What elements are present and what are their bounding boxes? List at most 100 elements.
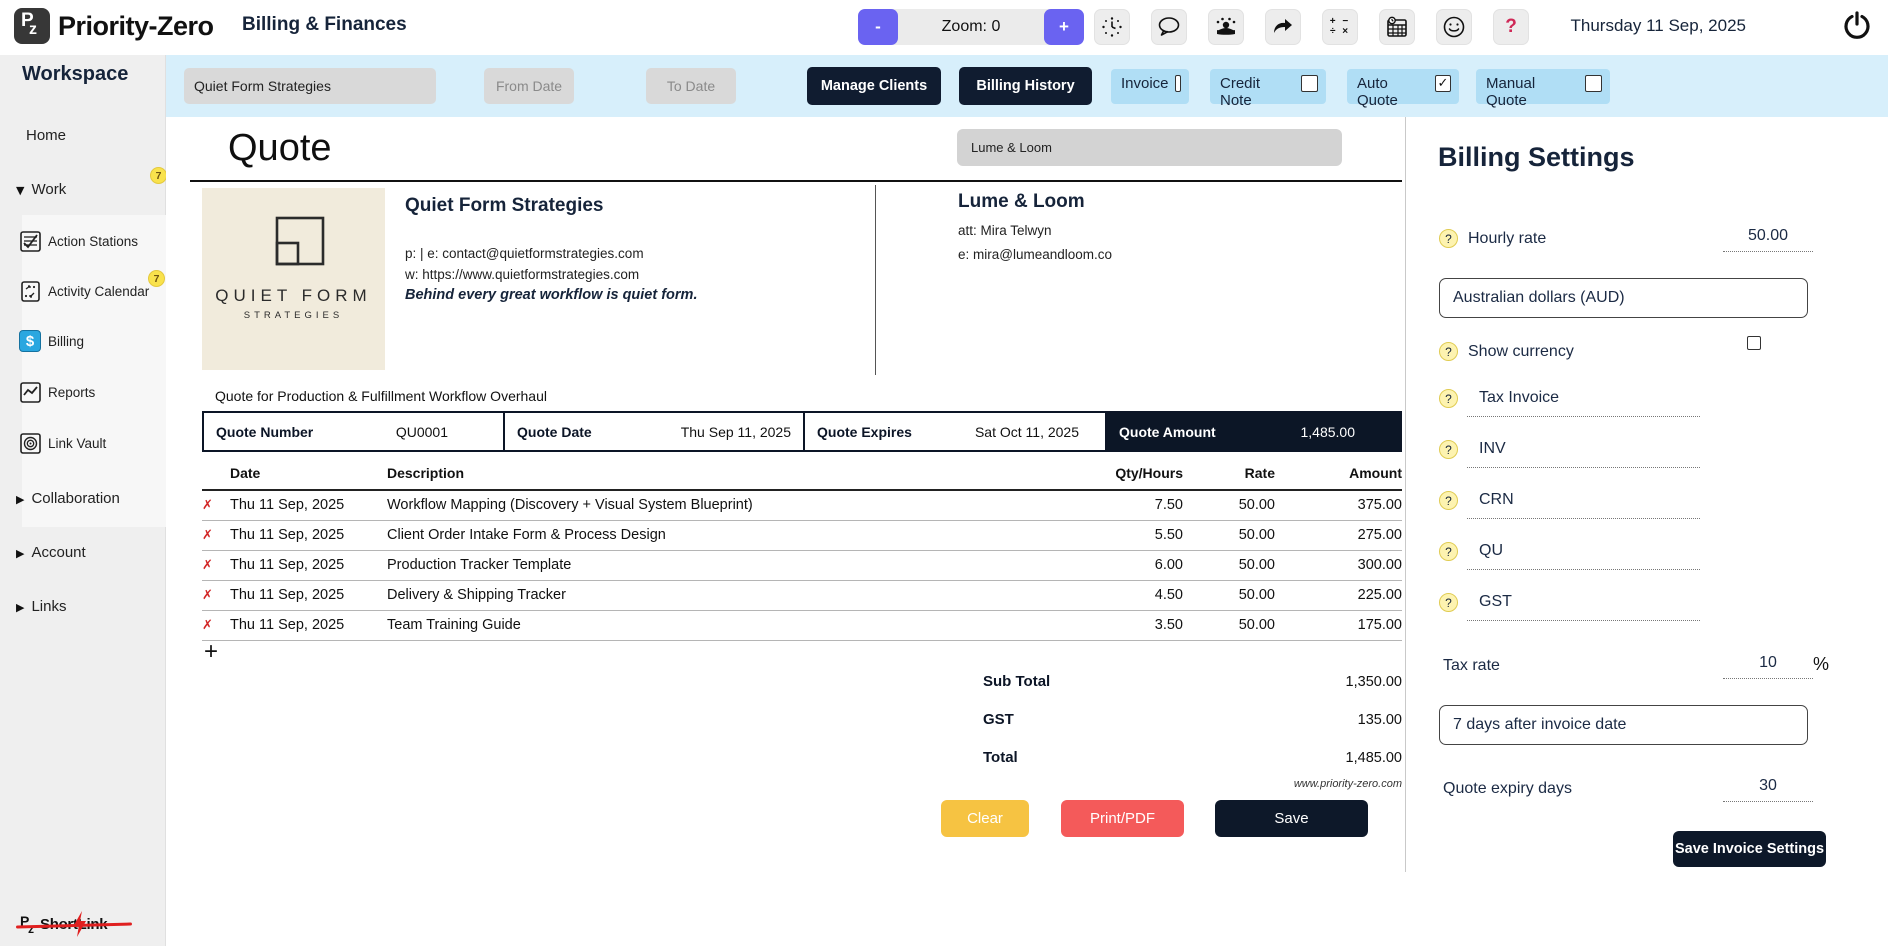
- juggler-icon: [1214, 16, 1238, 38]
- zoom-controls: - Zoom: 0 +: [858, 9, 1084, 45]
- hourly-rate-input[interactable]: 50.00: [1723, 227, 1813, 252]
- company-website: w: https://www.quietformstrategies.com: [405, 267, 640, 282]
- company-logo: QUIET FORM STRATEGIES: [202, 188, 385, 370]
- share-icon: [1271, 17, 1295, 37]
- help-icon: ?: [1505, 16, 1517, 37]
- save-invoice-settings-button[interactable]: Save Invoice Settings: [1673, 831, 1826, 867]
- gst-label-help-icon[interactable]: ?: [1439, 593, 1458, 612]
- delete-row-icon[interactable]: ✗: [202, 588, 213, 603]
- client-search-input[interactable]: [184, 68, 436, 104]
- subtotal-value: 1,350.00: [1345, 674, 1402, 690]
- credit-note-checkbox[interactable]: ✓: [1301, 75, 1318, 92]
- col-header-qty: Qty/Hours: [1075, 461, 1183, 491]
- due-terms-select[interactable]: 7 days after invoice date: [1439, 705, 1808, 745]
- row-qty: 5.50: [1075, 520, 1183, 551]
- manage-clients-button[interactable]: Manage Clients: [807, 67, 941, 105]
- tax-rate-label: Tax rate: [1443, 657, 1500, 674]
- row-date: Thu 11 Sep, 2025: [230, 580, 387, 611]
- col-header-rate: Rate: [1183, 461, 1275, 491]
- calendar-button[interactable]: [1379, 9, 1415, 45]
- client-select[interactable]: Lume & Loom: [957, 129, 1342, 166]
- add-line-item-button[interactable]: +: [204, 638, 219, 665]
- share-button[interactable]: [1265, 9, 1301, 45]
- tax-rate-input[interactable]: 10: [1723, 654, 1813, 679]
- zoom-in-button[interactable]: +: [1044, 9, 1084, 45]
- hourly-rate-label: Hourly rate: [1468, 230, 1547, 247]
- delete-row-icon[interactable]: ✗: [202, 618, 213, 633]
- col-header-amount: Amount: [1275, 461, 1402, 491]
- manual-quote-checkbox[interactable]: ✓: [1585, 75, 1602, 92]
- hourly-rate-help-icon[interactable]: ?: [1439, 229, 1458, 248]
- inv-prefix-input[interactable]: INV: [1467, 440, 1700, 468]
- power-icon: [1842, 10, 1872, 44]
- sidebar-section-collaboration[interactable]: ▶ Collaboration: [16, 490, 120, 507]
- calculator-button[interactable]: + − ÷ ×: [1322, 9, 1358, 45]
- row-date: Thu 11 Sep, 2025: [230, 550, 387, 581]
- row-qty: 3.50: [1075, 610, 1183, 641]
- print-pdf-button[interactable]: Print/PDF: [1061, 800, 1184, 837]
- clear-button[interactable]: Clear: [941, 800, 1029, 837]
- sidebar-section-links[interactable]: ▶ Links: [16, 598, 67, 615]
- chat-button[interactable]: [1151, 9, 1187, 45]
- sidebar-item-billing[interactable]: $ Billing: [0, 321, 166, 361]
- sidebar-item-link-vault[interactable]: Link Vault: [0, 423, 166, 463]
- show-currency-help-icon[interactable]: ?: [1439, 342, 1458, 361]
- delete-row-icon[interactable]: ✗: [202, 558, 213, 573]
- power-button[interactable]: [1840, 10, 1874, 44]
- nested-squares-icon: [275, 216, 324, 266]
- page-title: Billing & Finances: [242, 14, 407, 35]
- title-divider: [190, 180, 1402, 182]
- gst-label-input[interactable]: GST: [1467, 593, 1700, 621]
- quote-expiry-input[interactable]: 30: [1723, 777, 1813, 802]
- sidebar-item-reports[interactable]: Reports: [0, 372, 166, 412]
- activity-calendar-badge: 7: [148, 270, 165, 287]
- sidebar-item-action-stations[interactable]: Action Stations: [0, 221, 166, 261]
- auto-quote-option: Auto Quote ✓: [1347, 69, 1459, 109]
- mood-button[interactable]: [1436, 9, 1472, 45]
- panel-divider: [1405, 117, 1406, 872]
- timer-button[interactable]: [1094, 9, 1130, 45]
- delete-row-icon[interactable]: ✗: [202, 528, 213, 543]
- row-amount: 225.00: [1275, 580, 1402, 611]
- sidebar-section-account[interactable]: ▶ Account: [16, 544, 86, 561]
- auto-quote-checkbox[interactable]: ✓: [1434, 75, 1451, 92]
- totals-block: Sub Total 1,350.00 GST 135.00 Total 1,48…: [202, 663, 1402, 777]
- quote-date-cell: Quote Date Thu Sep 11, 2025: [505, 413, 805, 450]
- quote-expires-value: Sat Oct 11, 2025: [974, 423, 1079, 440]
- clock-icon: [1101, 16, 1123, 38]
- total-value: 1,485.00: [1345, 750, 1402, 766]
- quote-document: Quote Lume & Loom QUIET FORM STRATEGIES …: [166, 117, 1405, 946]
- sidebar-item-home[interactable]: Home: [26, 127, 67, 144]
- save-button[interactable]: Save: [1215, 800, 1368, 837]
- help-button[interactable]: ?: [1493, 9, 1529, 45]
- delete-row-icon[interactable]: ✗: [202, 498, 213, 514]
- to-date-input[interactable]: [646, 68, 736, 104]
- row-description: Delivery & Shipping Tracker: [387, 580, 1075, 611]
- crn-prefix-input[interactable]: CRN: [1467, 491, 1700, 519]
- client-attention: att: Mira Telwyn: [958, 223, 1052, 238]
- qu-prefix-help-icon[interactable]: ?: [1439, 542, 1458, 561]
- currency-select[interactable]: Australian dollars (AUD): [1439, 278, 1808, 318]
- row-description: Client Order Intake Form & Process Desig…: [387, 520, 1075, 551]
- tax-invoice-help-icon[interactable]: ?: [1439, 389, 1458, 408]
- invoice-checkbox[interactable]: ✓: [1174, 75, 1181, 92]
- manual-quote-option: Manual Quote ✓: [1476, 69, 1610, 109]
- company-tagline: Behind every great workflow is quiet for…: [405, 287, 698, 303]
- zoom-out-button[interactable]: -: [858, 9, 898, 45]
- sidebar-section-work[interactable]: ▼ Work: [16, 181, 67, 198]
- table-row: ✗ Thu 11 Sep, 2025 Production Tracker Te…: [202, 550, 1402, 581]
- table-row: ✗ Thu 11 Sep, 2025 Team Training Guide 3…: [202, 610, 1402, 641]
- tax-invoice-input[interactable]: Tax Invoice: [1467, 389, 1700, 417]
- row-rate: 50.00: [1183, 520, 1275, 551]
- from-date-input[interactable]: [484, 68, 574, 104]
- billing-history-button[interactable]: Billing History: [959, 67, 1092, 105]
- quote-meta-row: Quote Number QU0001 Quote Date Thu Sep 1…: [202, 411, 1402, 452]
- show-currency-checkbox[interactable]: ✓: [1747, 336, 1761, 350]
- crn-prefix-help-icon[interactable]: ?: [1439, 491, 1458, 510]
- invoice-label: Invoice: [1121, 75, 1169, 92]
- sidebar-item-activity-calendar[interactable]: Activity Calendar: [0, 271, 166, 311]
- qu-prefix-input[interactable]: QU: [1467, 542, 1700, 570]
- inv-prefix-help-icon[interactable]: ?: [1439, 440, 1458, 459]
- juggler-button[interactable]: [1208, 9, 1244, 45]
- quote-amount-value: 1,485.00: [1300, 423, 1356, 440]
